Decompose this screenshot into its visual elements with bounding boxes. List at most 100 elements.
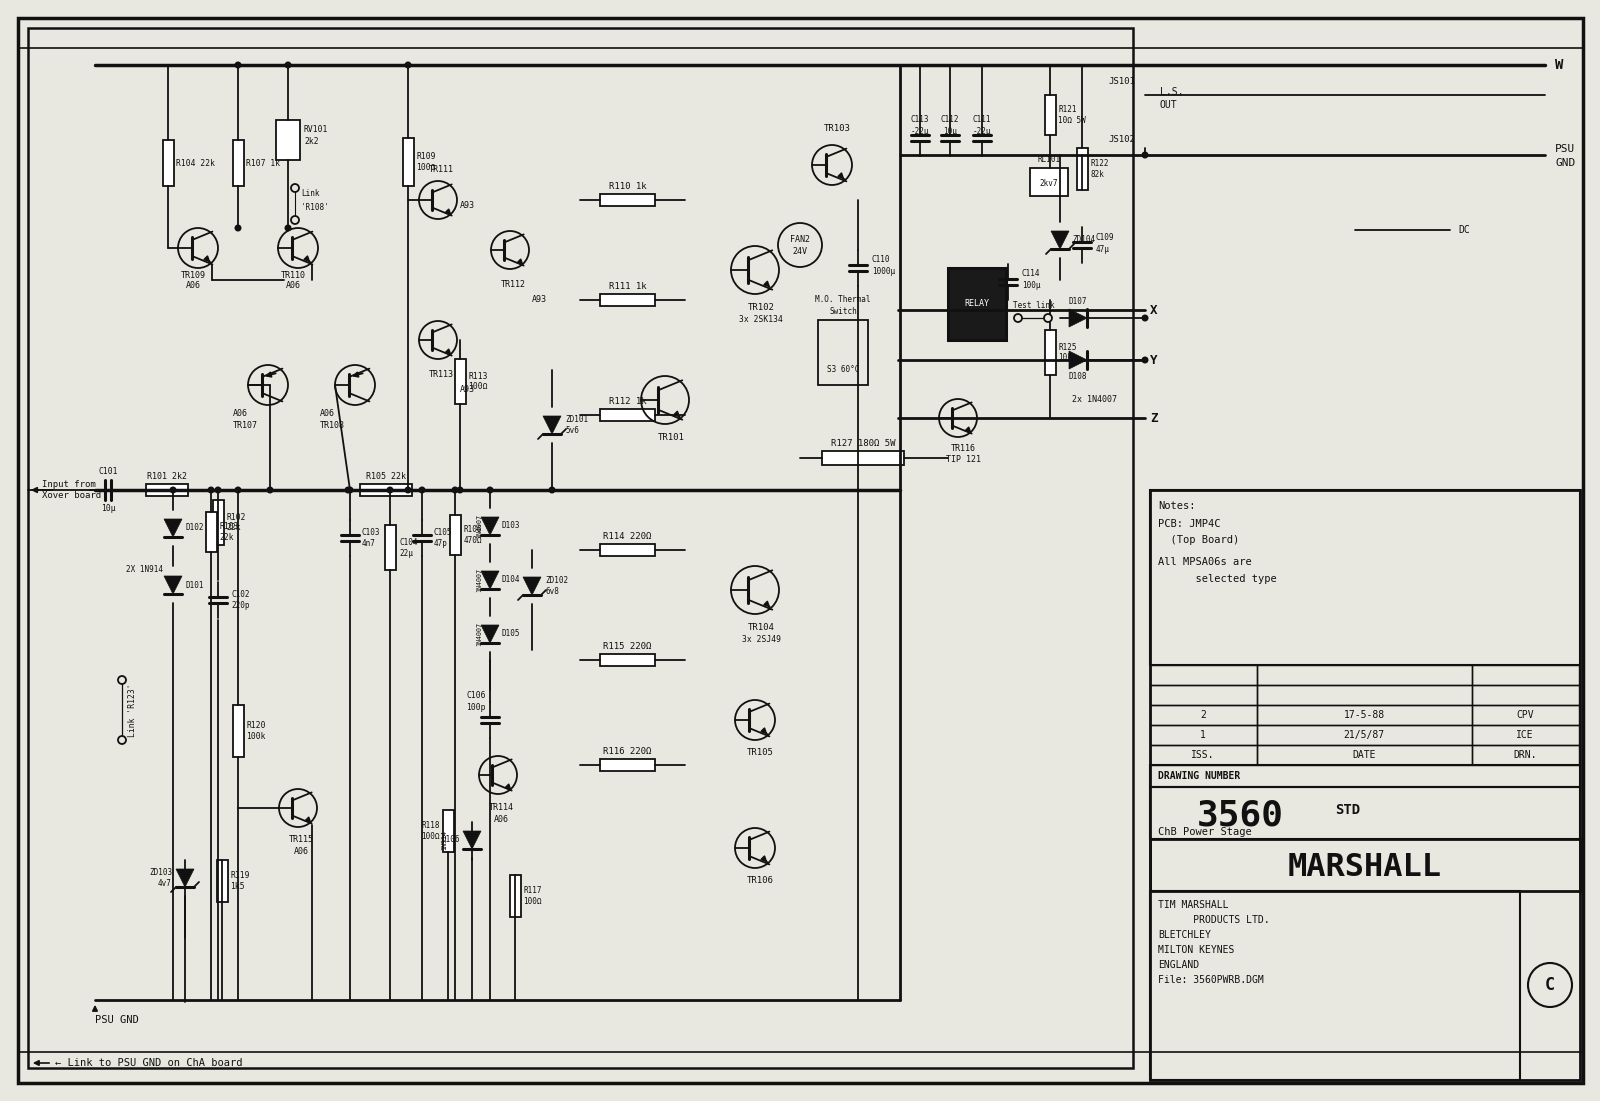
Text: 2: 2 <box>1200 710 1206 720</box>
Bar <box>600 654 654 666</box>
Text: 100p: 100p <box>466 704 486 712</box>
Text: 10μ: 10μ <box>942 128 957 137</box>
Circle shape <box>235 488 242 493</box>
Text: TR108: TR108 <box>320 421 346 429</box>
Text: 17-5-88: 17-5-88 <box>1344 710 1384 720</box>
Polygon shape <box>176 869 194 887</box>
Bar <box>360 484 413 495</box>
Text: C114: C114 <box>1022 270 1040 279</box>
Text: R103
22k: R103 22k <box>219 522 238 542</box>
Circle shape <box>285 62 291 68</box>
Text: D101: D101 <box>186 580 203 589</box>
Text: C103
4n7: C103 4n7 <box>362 528 381 547</box>
Text: A06: A06 <box>493 815 509 824</box>
Text: R127 180Ω 5W: R127 180Ω 5W <box>830 439 896 448</box>
Text: R117
100Ω: R117 100Ω <box>523 886 542 906</box>
Text: 1N4007: 1N4007 <box>477 514 482 538</box>
Text: R122
82k: R122 82k <box>1091 160 1109 178</box>
Text: R101 2k2: R101 2k2 <box>147 472 187 481</box>
Bar <box>205 512 216 552</box>
Polygon shape <box>482 625 499 643</box>
Bar <box>1045 330 1056 375</box>
Text: D104: D104 <box>502 576 520 585</box>
Text: TIM MARSHALL: TIM MARSHALL <box>1158 900 1229 911</box>
Polygon shape <box>523 577 541 595</box>
Text: C113: C113 <box>910 116 930 124</box>
Text: ZD104: ZD104 <box>1072 236 1094 244</box>
Text: ICE: ICE <box>1517 730 1534 740</box>
Text: C: C <box>1546 975 1555 994</box>
Bar <box>1150 787 1581 839</box>
Text: 2k2: 2k2 <box>304 138 318 146</box>
Text: Switch: Switch <box>829 306 858 316</box>
Text: -22μ: -22μ <box>910 128 930 137</box>
Text: X: X <box>1150 304 1157 316</box>
Circle shape <box>118 735 126 744</box>
Text: DC: DC <box>1458 225 1470 235</box>
Bar <box>1150 685 1258 705</box>
Bar <box>443 810 453 852</box>
Text: W: W <box>1555 58 1563 72</box>
Text: S3 60°C: S3 60°C <box>827 366 859 374</box>
Text: R113
100Ω: R113 100Ω <box>469 372 488 391</box>
Text: TR112: TR112 <box>501 280 525 288</box>
Text: PSU: PSU <box>1555 144 1576 154</box>
Circle shape <box>214 488 221 493</box>
Text: ZD102
6v8: ZD102 6v8 <box>546 576 568 596</box>
Text: JS102: JS102 <box>1107 135 1134 144</box>
Text: MARSHALL: MARSHALL <box>1288 852 1442 883</box>
Bar <box>1258 685 1472 705</box>
Text: 1N4007: 1N4007 <box>477 622 482 646</box>
Text: ZD103
4v7: ZD103 4v7 <box>149 869 173 887</box>
Text: All MPSA06s are: All MPSA06s are <box>1158 557 1251 567</box>
Bar <box>1150 765 1581 787</box>
Circle shape <box>1142 357 1147 363</box>
Circle shape <box>1142 315 1147 320</box>
Text: L.S.: L.S. <box>1160 87 1184 97</box>
Circle shape <box>549 488 555 493</box>
Text: -22μ: -22μ <box>973 128 992 137</box>
Text: Link: Link <box>301 189 320 198</box>
Bar <box>600 759 654 771</box>
Circle shape <box>267 488 272 493</box>
Bar <box>213 500 224 545</box>
Text: TR113: TR113 <box>429 370 453 379</box>
Text: A06: A06 <box>285 282 301 291</box>
Circle shape <box>285 226 291 231</box>
Bar <box>1472 665 1579 685</box>
Text: GND: GND <box>1555 159 1576 168</box>
Bar <box>600 294 654 306</box>
Circle shape <box>486 488 493 493</box>
Text: R114 220Ω: R114 220Ω <box>603 532 651 541</box>
Polygon shape <box>462 831 482 849</box>
Text: selected type: selected type <box>1158 574 1277 584</box>
Text: TR109: TR109 <box>181 271 205 280</box>
Text: TR111: TR111 <box>429 165 453 174</box>
Polygon shape <box>542 416 562 434</box>
Circle shape <box>1014 314 1022 321</box>
Text: R102
22k: R102 22k <box>227 513 246 532</box>
Bar <box>1258 705 1472 724</box>
Circle shape <box>208 488 214 493</box>
Text: R109
100Ω: R109 100Ω <box>416 152 435 172</box>
Text: R119
1k5: R119 1k5 <box>230 871 250 891</box>
Text: R115 220Ω: R115 220Ω <box>603 642 651 651</box>
Bar <box>1258 724 1472 745</box>
Text: ZD101
5v6: ZD101 5v6 <box>565 415 589 435</box>
Text: File: 3560PWRB.DGM: File: 3560PWRB.DGM <box>1158 975 1264 985</box>
Text: 1N4007: 1N4007 <box>477 568 482 592</box>
Polygon shape <box>1069 351 1086 369</box>
Bar <box>1472 724 1579 745</box>
Text: TR102: TR102 <box>747 303 774 312</box>
Circle shape <box>118 676 126 684</box>
Text: FAN2: FAN2 <box>790 235 810 243</box>
Text: A06: A06 <box>186 282 200 291</box>
Bar <box>454 359 466 404</box>
Text: 47μ: 47μ <box>1096 246 1110 254</box>
Bar <box>1045 95 1056 135</box>
Text: A06: A06 <box>320 408 334 417</box>
Text: C102
220p: C102 220p <box>230 590 250 610</box>
Text: Input from
Xover board: Input from Xover board <box>42 480 101 500</box>
Text: JS101: JS101 <box>1107 77 1134 87</box>
Text: TR110: TR110 <box>280 271 306 280</box>
